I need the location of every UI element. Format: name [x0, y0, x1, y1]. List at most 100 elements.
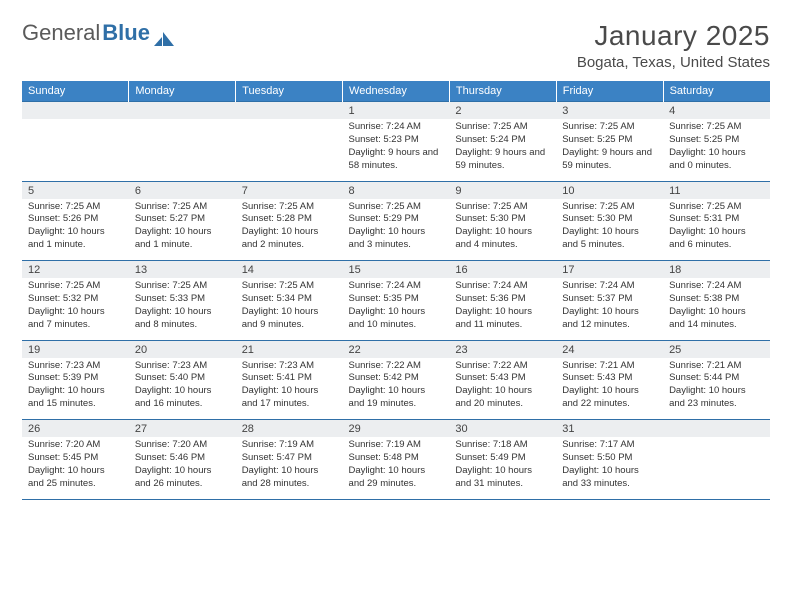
daylight-text: Daylight: 10 hours and 3 minutes. [349, 226, 444, 252]
day-detail: Sunrise: 7:25 AMSunset: 5:30 PMDaylight:… [556, 199, 663, 261]
sunset-text: Sunset: 5:38 PM [669, 293, 764, 306]
day-number: 17 [556, 261, 663, 279]
day-header: Wednesday [343, 81, 450, 102]
day-number: 9 [449, 181, 556, 199]
daylight-text: Daylight: 10 hours and 9 minutes. [242, 306, 337, 332]
daylight-text: Daylight: 10 hours and 17 minutes. [242, 385, 337, 411]
day-number: 16 [449, 261, 556, 279]
day-detail: Sunrise: 7:25 AMSunset: 5:31 PMDaylight:… [663, 199, 770, 261]
day-detail: Sunrise: 7:17 AMSunset: 5:50 PMDaylight:… [556, 437, 663, 499]
daylight-text: Daylight: 10 hours and 1 minute. [28, 226, 123, 252]
sunrise-text: Sunrise: 7:25 AM [562, 201, 657, 214]
day-header: Saturday [663, 81, 770, 102]
location: Bogata, Texas, United States [577, 54, 770, 71]
daylight-text: Daylight: 10 hours and 20 minutes. [455, 385, 550, 411]
sunrise-text: Sunrise: 7:20 AM [135, 439, 230, 452]
day-number: 20 [129, 340, 236, 358]
day-detail [129, 119, 236, 181]
day-number: 21 [236, 340, 343, 358]
day-number: 14 [236, 261, 343, 279]
day-number: 13 [129, 261, 236, 279]
sunset-text: Sunset: 5:45 PM [28, 452, 123, 465]
day-number: 5 [22, 181, 129, 199]
sunrise-text: Sunrise: 7:25 AM [669, 121, 764, 134]
sunrise-text: Sunrise: 7:24 AM [669, 280, 764, 293]
sunset-text: Sunset: 5:43 PM [562, 372, 657, 385]
daylight-text: Daylight: 10 hours and 7 minutes. [28, 306, 123, 332]
day-detail: Sunrise: 7:18 AMSunset: 5:49 PMDaylight:… [449, 437, 556, 499]
daylight-text: Daylight: 10 hours and 22 minutes. [562, 385, 657, 411]
sunset-text: Sunset: 5:47 PM [242, 452, 337, 465]
sunrise-text: Sunrise: 7:23 AM [242, 360, 337, 373]
sunset-text: Sunset: 5:25 PM [669, 134, 764, 147]
day-detail: Sunrise: 7:23 AMSunset: 5:40 PMDaylight:… [129, 358, 236, 420]
day-number: 1 [343, 102, 450, 120]
sunrise-text: Sunrise: 7:25 AM [28, 201, 123, 214]
daylight-text: Daylight: 10 hours and 2 minutes. [242, 226, 337, 252]
week-detail-row: Sunrise: 7:20 AMSunset: 5:45 PMDaylight:… [22, 437, 770, 499]
day-detail: Sunrise: 7:23 AMSunset: 5:41 PMDaylight:… [236, 358, 343, 420]
sunrise-text: Sunrise: 7:20 AM [28, 439, 123, 452]
day-header: Friday [556, 81, 663, 102]
day-detail: Sunrise: 7:20 AMSunset: 5:45 PMDaylight:… [22, 437, 129, 499]
daylight-text: Daylight: 10 hours and 31 minutes. [455, 465, 550, 491]
daylight-text: Daylight: 10 hours and 14 minutes. [669, 306, 764, 332]
sunset-text: Sunset: 5:30 PM [562, 213, 657, 226]
sunrise-text: Sunrise: 7:25 AM [562, 121, 657, 134]
daylight-text: Daylight: 10 hours and 28 minutes. [242, 465, 337, 491]
sunset-text: Sunset: 5:36 PM [455, 293, 550, 306]
sunset-text: Sunset: 5:46 PM [135, 452, 230, 465]
daylight-text: Daylight: 10 hours and 26 minutes. [135, 465, 230, 491]
logo-text-1: General [22, 20, 100, 46]
day-detail: Sunrise: 7:24 AMSunset: 5:37 PMDaylight:… [556, 278, 663, 340]
day-detail [663, 437, 770, 499]
day-number: 11 [663, 181, 770, 199]
sunrise-text: Sunrise: 7:24 AM [455, 280, 550, 293]
sunrise-text: Sunrise: 7:22 AM [455, 360, 550, 373]
day-number: 18 [663, 261, 770, 279]
sunset-text: Sunset: 5:23 PM [349, 134, 444, 147]
sunrise-text: Sunrise: 7:19 AM [349, 439, 444, 452]
sunset-text: Sunset: 5:43 PM [455, 372, 550, 385]
day-number: 2 [449, 102, 556, 120]
day-number: 26 [22, 420, 129, 438]
sunrise-text: Sunrise: 7:25 AM [349, 201, 444, 214]
title-block: January 2025 Bogata, Texas, United State… [577, 20, 770, 71]
day-number [22, 102, 129, 120]
sunset-text: Sunset: 5:31 PM [669, 213, 764, 226]
sunrise-text: Sunrise: 7:25 AM [135, 201, 230, 214]
logo: GeneralBlue [22, 20, 174, 46]
week-number-row: 262728293031 [22, 420, 770, 438]
day-number: 24 [556, 340, 663, 358]
day-number: 25 [663, 340, 770, 358]
sunset-text: Sunset: 5:27 PM [135, 213, 230, 226]
day-number: 22 [343, 340, 450, 358]
sunrise-text: Sunrise: 7:21 AM [562, 360, 657, 373]
daylight-text: Daylight: 10 hours and 4 minutes. [455, 226, 550, 252]
sunset-text: Sunset: 5:30 PM [455, 213, 550, 226]
day-detail [22, 119, 129, 181]
sunset-text: Sunset: 5:35 PM [349, 293, 444, 306]
daylight-text: Daylight: 9 hours and 58 minutes. [349, 147, 444, 173]
day-detail: Sunrise: 7:25 AMSunset: 5:33 PMDaylight:… [129, 278, 236, 340]
day-detail: Sunrise: 7:25 AMSunset: 5:24 PMDaylight:… [449, 119, 556, 181]
day-number: 6 [129, 181, 236, 199]
sunset-text: Sunset: 5:41 PM [242, 372, 337, 385]
day-detail: Sunrise: 7:19 AMSunset: 5:48 PMDaylight:… [343, 437, 450, 499]
day-number [236, 102, 343, 120]
sunrise-text: Sunrise: 7:23 AM [135, 360, 230, 373]
day-detail: Sunrise: 7:24 AMSunset: 5:38 PMDaylight:… [663, 278, 770, 340]
sunrise-text: Sunrise: 7:23 AM [28, 360, 123, 373]
week-detail-row: Sunrise: 7:25 AMSunset: 5:26 PMDaylight:… [22, 199, 770, 261]
sunrise-text: Sunrise: 7:24 AM [562, 280, 657, 293]
sunrise-text: Sunrise: 7:18 AM [455, 439, 550, 452]
sunrise-text: Sunrise: 7:25 AM [242, 201, 337, 214]
daylight-text: Daylight: 10 hours and 15 minutes. [28, 385, 123, 411]
week-detail-row: Sunrise: 7:23 AMSunset: 5:39 PMDaylight:… [22, 358, 770, 420]
day-detail: Sunrise: 7:20 AMSunset: 5:46 PMDaylight:… [129, 437, 236, 499]
sunset-text: Sunset: 5:48 PM [349, 452, 444, 465]
day-number [129, 102, 236, 120]
day-detail: Sunrise: 7:25 AMSunset: 5:30 PMDaylight:… [449, 199, 556, 261]
week-detail-row: Sunrise: 7:25 AMSunset: 5:32 PMDaylight:… [22, 278, 770, 340]
sunrise-text: Sunrise: 7:25 AM [669, 201, 764, 214]
